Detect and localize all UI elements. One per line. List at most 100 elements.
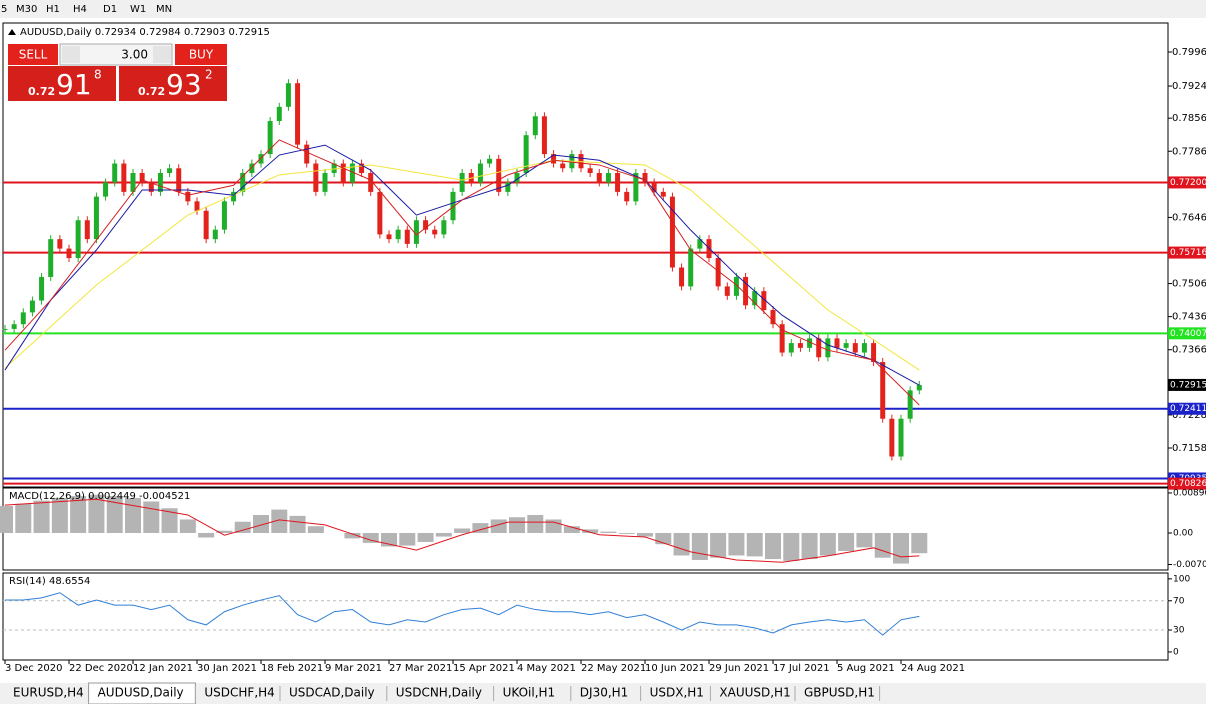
timeframe-button[interactable]: H4 [73, 4, 87, 15]
candle-body [770, 310, 776, 325]
macd-bar [527, 514, 544, 533]
macd-bar [454, 528, 471, 533]
macd-bar [216, 530, 233, 533]
symbol-tab[interactable]: USDCHF,H4 [204, 686, 274, 700]
macd-bar [33, 500, 50, 533]
last-price-label: 0.72915 [1170, 380, 1206, 390]
macd-bar [563, 526, 580, 533]
candle-body [852, 343, 858, 353]
candle-body [340, 163, 346, 183]
candle-body [75, 220, 81, 259]
macd-bar [911, 532, 928, 554]
candle-body [167, 168, 173, 173]
symbol-tab[interactable]: XAUUSD,H1 [719, 686, 790, 700]
candle-body [258, 154, 264, 164]
bid-box[interactable] [8, 66, 116, 101]
price-level-label: 0.70826 [1170, 479, 1206, 489]
candle-body [752, 291, 758, 306]
timeframe-button[interactable]: H1 [46, 4, 60, 15]
candle-body [496, 158, 502, 192]
candle-body [304, 144, 310, 164]
rsi-line [5, 592, 920, 636]
macd-bar [472, 523, 489, 533]
candle-body [459, 172, 465, 192]
sell-button[interactable] [8, 44, 58, 65]
candle-body [679, 267, 685, 287]
buy-button[interactable] [175, 44, 227, 65]
timeframe-button[interactable]: 5 [1, 4, 7, 15]
ask-big: 93 [166, 68, 202, 101]
lots-box[interactable] [59, 43, 173, 66]
symbol-tab[interactable]: USDX,H1 [650, 686, 704, 700]
candle-body [743, 276, 749, 306]
candle-body [2, 328, 8, 330]
moving-average [4, 159, 920, 371]
macd-bar [509, 517, 525, 533]
candle-body [139, 172, 145, 183]
candle-body [57, 239, 63, 249]
price-level-tag [1168, 402, 1206, 415]
symbol-tab[interactable]: USDCAD,Daily [289, 686, 375, 700]
macd-bar [801, 532, 818, 560]
symbol-tab[interactable]: UKOil,H1 [503, 686, 556, 700]
candle-body [176, 168, 182, 192]
macd-bar [765, 532, 781, 560]
candle-body [386, 234, 392, 240]
candle-body [203, 210, 209, 240]
candle-body [615, 172, 621, 192]
candle-body [349, 163, 355, 183]
macd-bar [582, 529, 599, 533]
x-tick-label: 5 Aug 2021 [837, 663, 895, 674]
macd-bar [344, 532, 361, 539]
x-tick-label: 4 May 2021 [517, 663, 576, 674]
y-tick-label: 0.71580 [1172, 443, 1206, 454]
macd-bar [874, 532, 891, 558]
x-tick-label: 18 Feb 2021 [261, 663, 323, 674]
candle-body [660, 191, 666, 197]
candle-body [313, 163, 319, 192]
macd-bar [856, 532, 873, 548]
macd-bar [198, 532, 215, 538]
macd-bar [673, 532, 690, 556]
timeframe-button[interactable]: MN [156, 4, 172, 15]
symbol-tab[interactable]: DJ30,H1 [580, 686, 629, 700]
macd-bar [15, 503, 32, 533]
lots-up[interactable] [153, 46, 171, 63]
timeframe-button[interactable]: W1 [130, 4, 146, 15]
price-level-tag [1168, 327, 1206, 340]
ask-box[interactable] [119, 66, 227, 101]
x-tick-label: 22 May 2021 [581, 663, 646, 674]
timeframe-button[interactable]: M30 [16, 4, 37, 15]
candle-body [898, 418, 904, 457]
x-tick-label: 29 Jun 2021 [709, 663, 769, 674]
macd-bar [545, 519, 562, 533]
candle-body [130, 172, 136, 192]
candle-body [413, 220, 419, 244]
macd-bar [838, 532, 855, 551]
ask-small: 2 [205, 68, 213, 82]
lots-down[interactable] [62, 46, 80, 63]
x-tick-label: 12 Jan 2021 [133, 663, 193, 674]
candle-body [121, 163, 127, 192]
collapse-icon[interactable] [8, 29, 16, 35]
price-level-label: 0.74007 [1170, 329, 1206, 339]
x-tick-label: 17 Jul 2021 [773, 663, 830, 674]
symbol-tab[interactable]: AUDUSD,Daily [98, 686, 184, 700]
symbol-tab[interactable]: USDCNH,Daily [396, 686, 482, 700]
bid-small: 8 [94, 68, 102, 82]
macd-bar [417, 532, 434, 542]
candle-body [404, 229, 410, 244]
macd-title: MACD(12,26,9) 0.002449 -0.004521 [9, 491, 190, 502]
symbol-tab[interactable]: EURUSD,H4 [13, 686, 84, 700]
candle-body [761, 291, 767, 311]
timeframe-button[interactable]: D1 [103, 4, 117, 15]
candle-body [733, 276, 739, 296]
price-level-tag [1168, 246, 1206, 259]
macd-bar [0, 505, 13, 533]
symbol-tab[interactable]: GBPUSD,H1 [804, 686, 875, 700]
